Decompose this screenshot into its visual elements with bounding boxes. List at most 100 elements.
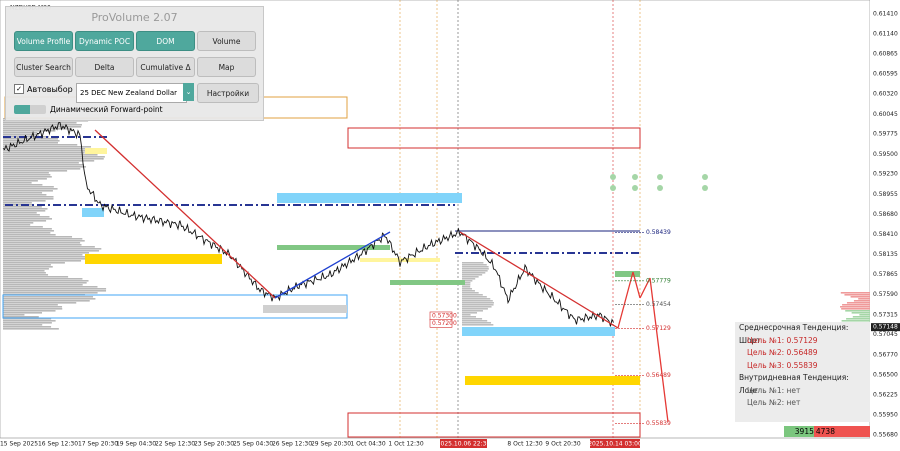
- volume-profile-bar: [3, 192, 43, 194]
- volume-profile-bar: [3, 280, 89, 282]
- target: Цель №2: 0.56489: [747, 348, 818, 357]
- time-label: 19 Sep 04:30: [116, 441, 156, 448]
- signal-dot: [702, 174, 708, 180]
- volume-profile-bar: [462, 262, 484, 264]
- level-label: 0.58439: [646, 229, 671, 236]
- price-label: 0.57590: [873, 291, 898, 298]
- time-label: 8 Oct 12:30: [507, 441, 542, 448]
- volume-profile-bar: [462, 264, 487, 266]
- volume-profile-bar: [3, 164, 84, 166]
- volume-profile-bar: [462, 268, 489, 270]
- volume-profile-bar: [462, 276, 479, 278]
- volume-profile-bar: [3, 196, 54, 198]
- volume-profile-bar: [462, 266, 489, 268]
- time-label: 1 Oct 12:30: [388, 441, 423, 448]
- volume-profile-bar: [462, 286, 471, 288]
- medium-trend: Среднесрочная Тенденция: Шорт: [739, 323, 849, 345]
- trend-line: [274, 231, 391, 299]
- volume-profile-bar: [3, 302, 77, 304]
- axis-histogram: [851, 312, 870, 314]
- axis-histogram: [858, 298, 870, 300]
- zone-label: 0.57200: [432, 320, 457, 327]
- tool-button[interactable]: Map: [197, 57, 256, 77]
- volume-profile-bar: [3, 318, 52, 320]
- volume-profile-bar: [3, 158, 104, 160]
- axis-histogram: [852, 316, 870, 318]
- volume-profile-bar: [3, 258, 90, 260]
- zone: [462, 327, 615, 336]
- dropdown-arrow[interactable]: ⌄: [183, 83, 194, 101]
- tool-button[interactable]: DOM: [136, 31, 195, 51]
- axis-histogram: [840, 306, 870, 308]
- price-label: 0.57045: [873, 331, 898, 338]
- autoselect[interactable]: ✓ Автовыбор: [14, 84, 73, 94]
- volume-profile-bar: [462, 288, 473, 290]
- axis-histogram: [841, 308, 870, 310]
- price-label: 0.59775: [873, 131, 898, 138]
- volume-profile-bar: [3, 246, 95, 248]
- signal-dot: [632, 185, 638, 191]
- tool-button[interactable]: Delta: [75, 57, 134, 77]
- volume-profile-bar: [3, 324, 43, 326]
- zone-label-box: [429, 319, 453, 328]
- time-marker: 2025.10.14 03:00: [588, 441, 642, 448]
- volume-profile-bar: [3, 172, 49, 174]
- volume-profile-bar: [3, 160, 95, 162]
- level-label: 0.57129: [646, 325, 671, 332]
- volume-profile-bar: [3, 228, 52, 230]
- price-label: 0.61410: [873, 11, 898, 18]
- settings-button[interactable]: Настройки: [197, 83, 259, 103]
- volume-profile-bar: [3, 206, 42, 208]
- volume-profile-bar: [3, 316, 39, 318]
- tool-button[interactable]: Cluster Search: [14, 57, 73, 77]
- volume-profile-bar: [3, 146, 91, 148]
- volume-profile-bar: [462, 298, 491, 300]
- volume-profile-bar: [3, 186, 54, 188]
- tool-button[interactable]: Dynamic POC: [75, 31, 134, 51]
- tool-button[interactable]: Volume Profile: [14, 31, 73, 51]
- time-marker-box: [440, 439, 487, 448]
- current-price: 0.57148: [873, 324, 898, 331]
- volume-profile-bar: [3, 202, 32, 204]
- price-label: 0.55950: [873, 412, 898, 419]
- volume-profile-bar: [3, 276, 69, 278]
- volume-profile-bar: [3, 182, 32, 184]
- intraday-target: Цель №1: нет: [747, 385, 801, 395]
- level-label: 0.57454: [646, 301, 671, 308]
- price-label: 0.60045: [873, 111, 898, 118]
- volume-profile-bar: [3, 168, 81, 170]
- volume-profile-bar: [3, 222, 34, 224]
- trend-line: [649, 277, 669, 423]
- signal-dot: [702, 185, 708, 191]
- time-label: 17 Sep 20:30: [78, 441, 118, 448]
- time-marker: 2025.10.06 22:30: [437, 441, 491, 448]
- volume-profile-bar: [462, 320, 488, 322]
- volume-profile-bar: [3, 184, 43, 186]
- zone-label: 0.57300: [432, 312, 457, 319]
- volume-profile-bar: [3, 220, 47, 222]
- volume-profile-bar: [462, 290, 475, 292]
- volume-profile-bar: [3, 198, 54, 200]
- trend-line: [459, 231, 619, 329]
- volume-profile-bar: [3, 194, 47, 196]
- volume-profile-bar: [3, 264, 51, 266]
- checkbox[interactable]: ✓: [14, 84, 24, 94]
- volume-profile-bar: [3, 240, 85, 242]
- volume-profile-bar: [462, 302, 494, 304]
- volume-profile-bar: [3, 180, 38, 182]
- tool-button[interactable]: Cumulative Δ: [136, 57, 195, 77]
- tool-button[interactable]: Volume: [197, 31, 256, 51]
- volume-profile-bar: [462, 318, 483, 320]
- volume-profile-bar: [3, 308, 63, 310]
- volume-profile-bar: [3, 322, 52, 324]
- volume-profile-bar: [3, 286, 98, 288]
- toggle[interactable]: [14, 105, 46, 114]
- volume-profile-bar: [462, 304, 494, 306]
- time-label: 1 Oct 04:30: [350, 441, 385, 448]
- volume-profile-bar: [3, 212, 37, 214]
- price-label: 0.58410: [873, 231, 898, 238]
- contract-select[interactable]: 25 DEC New Zealand Dollar: [76, 83, 187, 103]
- current-price-box: [871, 323, 900, 332]
- forward-point-label: Динамический Forward-point: [50, 105, 163, 114]
- zone: [277, 245, 390, 250]
